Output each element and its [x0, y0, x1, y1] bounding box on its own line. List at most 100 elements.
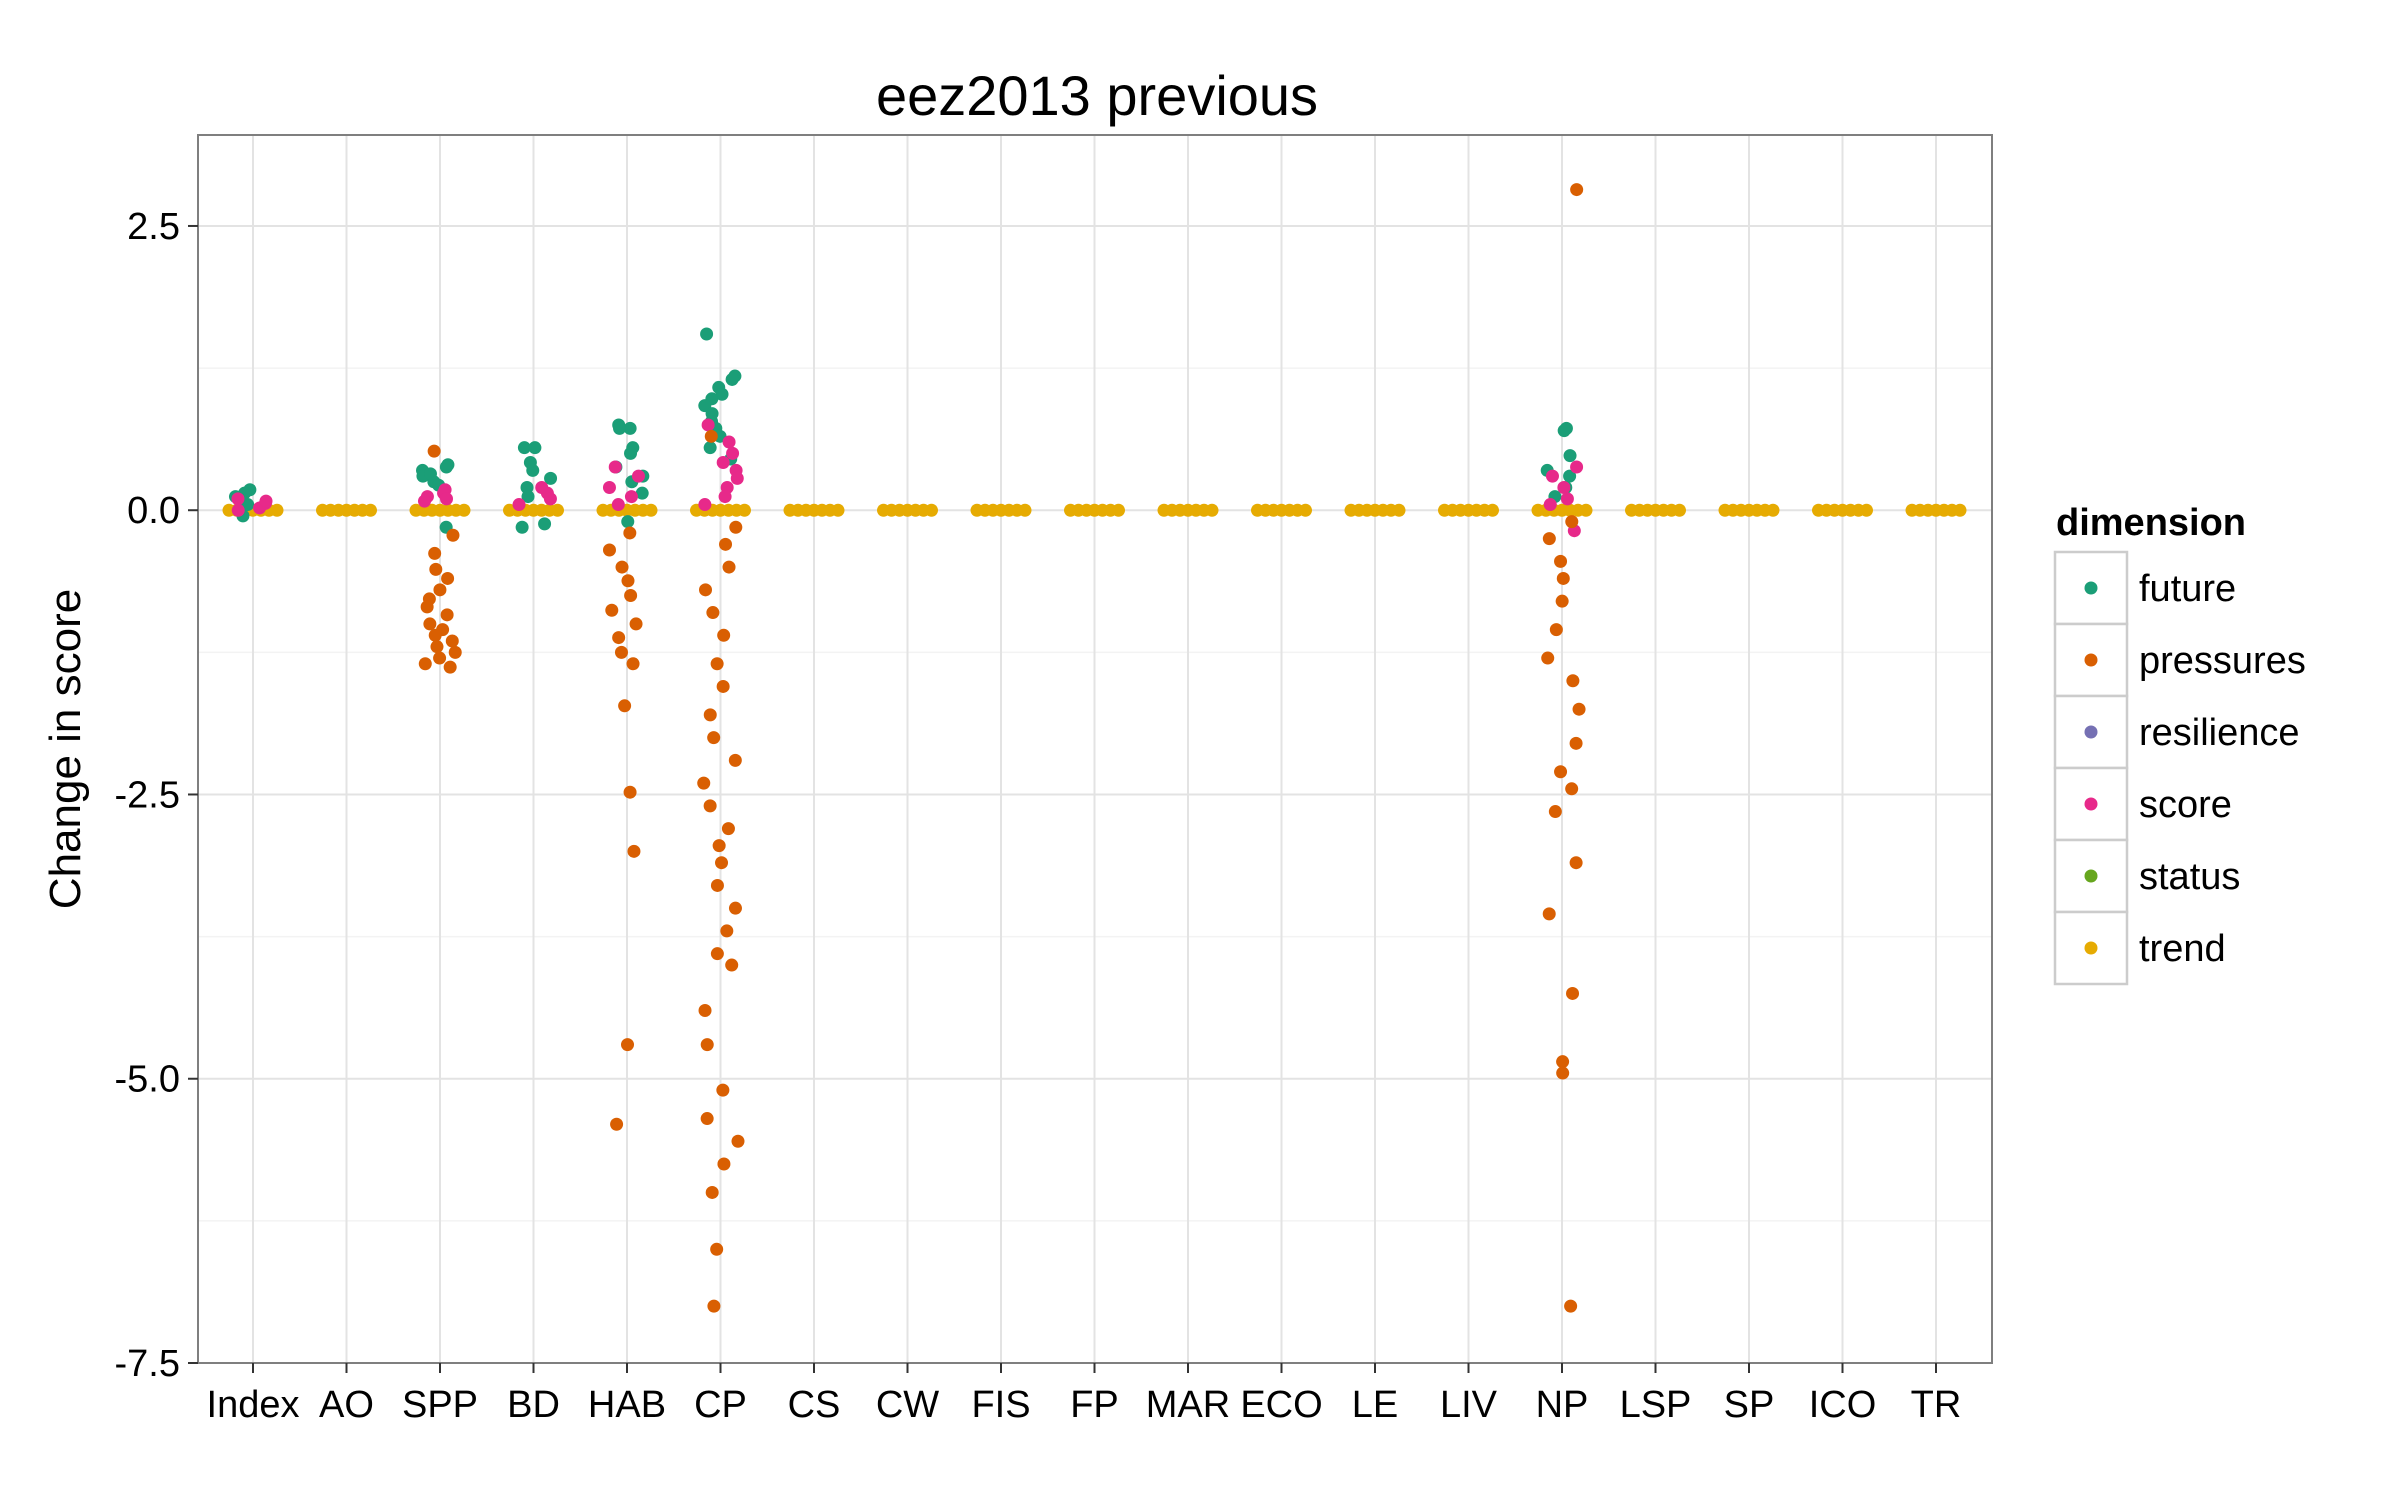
point-pressures	[623, 526, 637, 540]
legend-label-pressures: pressures	[2139, 640, 2306, 682]
point-pressures	[621, 574, 635, 588]
point-score	[417, 494, 431, 508]
point-score	[602, 480, 616, 494]
point-pressures	[624, 589, 638, 602]
point-trend	[551, 503, 564, 517]
point-future	[423, 467, 437, 481]
point-pressures	[448, 645, 462, 659]
point-pressures	[699, 583, 713, 597]
point-pressures	[710, 947, 724, 961]
grid	[198, 135, 1992, 1364]
x-tick-label: BD	[507, 1384, 560, 1426]
point-future	[528, 441, 542, 455]
x-tick-label: FP	[1070, 1384, 1119, 1426]
point-pressures	[729, 520, 743, 534]
point-score	[259, 494, 273, 508]
point-future	[544, 471, 558, 485]
point-pressures	[1566, 674, 1580, 688]
series-pressures	[418, 183, 1586, 1313]
point-pressures	[1549, 623, 1563, 637]
point-pressures	[715, 856, 729, 870]
point-future	[1563, 449, 1577, 463]
x-tick-label: FIS	[971, 1384, 1030, 1426]
point-score	[1560, 492, 1574, 506]
point-pressures	[700, 1038, 714, 1052]
legend-title: dimension	[2056, 502, 2246, 544]
point-pressures	[1569, 856, 1583, 870]
legend-marker-status	[2084, 869, 2098, 883]
point-pressures	[433, 583, 447, 597]
point-pressures	[697, 776, 711, 790]
point-trend	[457, 503, 471, 517]
legend: dimension future pressures resilience score…	[2053, 502, 2306, 986]
point-pressures	[429, 562, 443, 576]
point-pressures	[446, 528, 460, 542]
point-pressures	[710, 1242, 724, 1256]
chart-title: eez2013 previous	[876, 64, 1318, 127]
point-trend	[270, 503, 284, 517]
legend-marker-future	[2084, 581, 2098, 595]
point-future	[538, 517, 552, 531]
point-future	[635, 486, 649, 500]
x-tick-label: NP	[1536, 1384, 1589, 1426]
point-trend	[1579, 503, 1593, 517]
point-pressures	[703, 708, 717, 722]
point-trend	[1018, 503, 1032, 517]
point-score	[535, 480, 549, 494]
point-pressures	[717, 1157, 731, 1171]
point-trend	[1112, 503, 1125, 517]
x-tick-label: LE	[1352, 1384, 1398, 1426]
point-pressures	[623, 785, 637, 799]
point-future	[515, 520, 529, 534]
point-future	[623, 421, 637, 435]
x-tick-label: CS	[788, 1384, 841, 1426]
point-pressures	[722, 560, 736, 574]
point-pressures	[721, 822, 735, 836]
y-tick-label: 2.5	[127, 206, 180, 248]
point-future	[1563, 469, 1577, 483]
point-pressures	[1554, 765, 1568, 779]
series-score	[231, 418, 1584, 538]
point-pressures	[717, 628, 731, 642]
point-score	[440, 492, 454, 506]
point-score	[512, 498, 526, 512]
point-pressures	[430, 640, 444, 654]
legend-marker-resilience	[2084, 725, 2098, 739]
point-pressures	[720, 924, 734, 938]
x-tick-label: LIV	[1440, 1384, 1498, 1426]
point-pressures	[704, 429, 718, 443]
x-tick-label: HAB	[588, 1384, 666, 1426]
point-pressures	[731, 1134, 745, 1148]
point-pressures	[1556, 571, 1570, 585]
point-future	[703, 441, 717, 455]
point-score	[698, 498, 712, 512]
point-future	[624, 446, 638, 460]
x-tick-label: MAR	[1146, 1384, 1230, 1426]
legend-marker-trend	[2084, 941, 2098, 955]
point-pressures	[1565, 782, 1579, 796]
y-tick-label: 0.0	[127, 490, 180, 532]
point-future	[439, 460, 453, 474]
point-pressures	[700, 1112, 714, 1126]
point-score	[1545, 469, 1559, 483]
legend-marker-pressures	[2084, 653, 2098, 667]
point-trend	[1486, 503, 1499, 517]
point-pressures	[629, 617, 643, 631]
y-tick-label: -7.5	[115, 1343, 180, 1385]
point-trend	[1299, 503, 1312, 517]
y-tick-label: -2.5	[115, 774, 180, 816]
point-pressures	[433, 651, 447, 665]
point-pressures	[1570, 183, 1584, 197]
point-score	[722, 435, 736, 449]
point-pressures	[614, 645, 628, 659]
legend-label-trend: trend	[2139, 928, 2226, 970]
point-score	[730, 471, 744, 485]
point-pressures	[626, 657, 640, 671]
point-future	[1557, 424, 1571, 438]
point-pressures	[728, 901, 742, 915]
point-trend	[1953, 503, 1967, 517]
point-score	[231, 503, 245, 517]
point-score	[611, 498, 625, 512]
data-points	[222, 183, 1967, 1313]
point-pressures	[707, 731, 721, 745]
